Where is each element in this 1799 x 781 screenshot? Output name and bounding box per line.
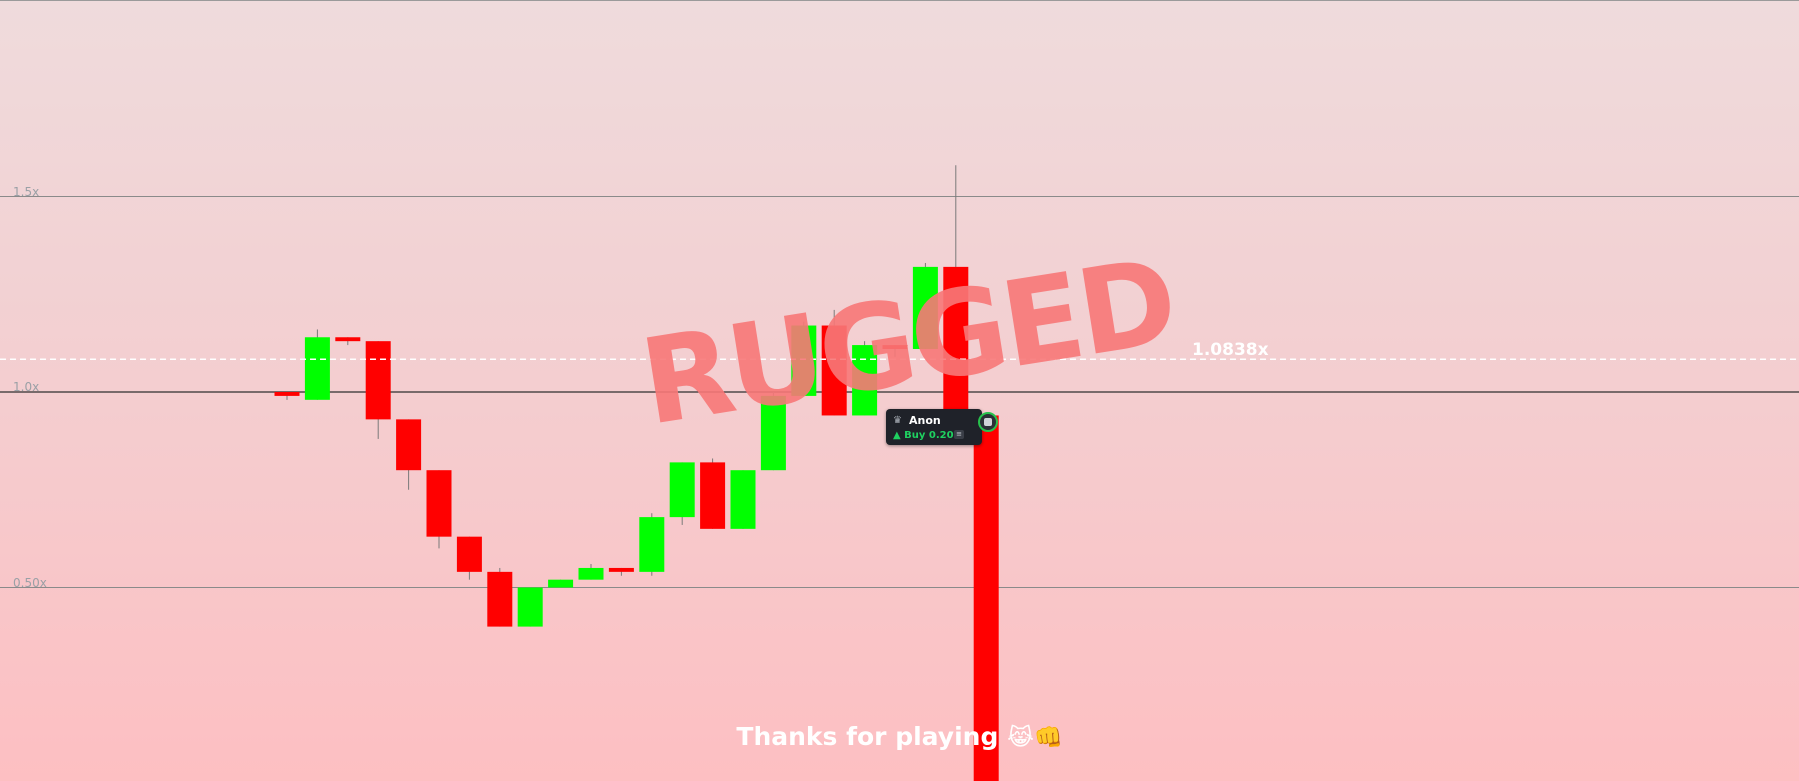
candle-11 — [608, 567, 634, 572]
thanks-message: Thanks for playing 😹👊 — [0, 722, 1799, 751]
candle-23 — [973, 415, 999, 781]
candle-1 — [304, 337, 330, 400]
trade-tooltip[interactable]: ♛ Anon ▲ Buy 0.200 ≡ — [886, 409, 982, 445]
crown-icon: ♛ — [893, 415, 902, 426]
candle-6 — [456, 536, 482, 572]
candle-18 — [821, 325, 847, 416]
candle-22 — [943, 266, 969, 416]
candle-12 — [639, 517, 665, 572]
trade-marker-icon — [984, 418, 992, 426]
candle-2 — [335, 337, 361, 342]
candle-14 — [700, 462, 726, 529]
candle-13 — [669, 462, 695, 518]
candle-4 — [396, 419, 422, 471]
emoji-icons: 😹👊 — [1007, 725, 1063, 751]
menu-icon[interactable]: ≡ — [954, 430, 964, 439]
thanks-text: Thanks for playing — [736, 722, 999, 751]
trade-marker[interactable] — [978, 412, 998, 432]
candle-21 — [912, 266, 938, 349]
candle-20 — [882, 345, 908, 349]
candle-17 — [791, 325, 817, 396]
candle-7 — [487, 571, 513, 627]
candle-16 — [760, 395, 786, 471]
candle-0 — [274, 392, 300, 396]
candle-5 — [426, 470, 452, 537]
trader-name: Anon — [909, 414, 941, 427]
grid-lines — [0, 196, 1799, 588]
trade-action: ▲ Buy 0.200 — [893, 430, 961, 441]
y-tick-label-1: 1.0x — [13, 380, 40, 394]
candle-9 — [548, 579, 574, 588]
candle-8 — [517, 587, 543, 627]
candles-group — [274, 165, 999, 781]
y-tick-label-0: 1.5x — [13, 184, 40, 199]
y-tick-label-2: 0.50x — [13, 575, 47, 590]
current-multiplier-label: 1.0838x — [1192, 340, 1269, 360]
candle-19 — [852, 345, 878, 416]
candle-15 — [730, 470, 756, 529]
candle-10 — [578, 567, 604, 580]
candle-3 — [365, 341, 391, 420]
